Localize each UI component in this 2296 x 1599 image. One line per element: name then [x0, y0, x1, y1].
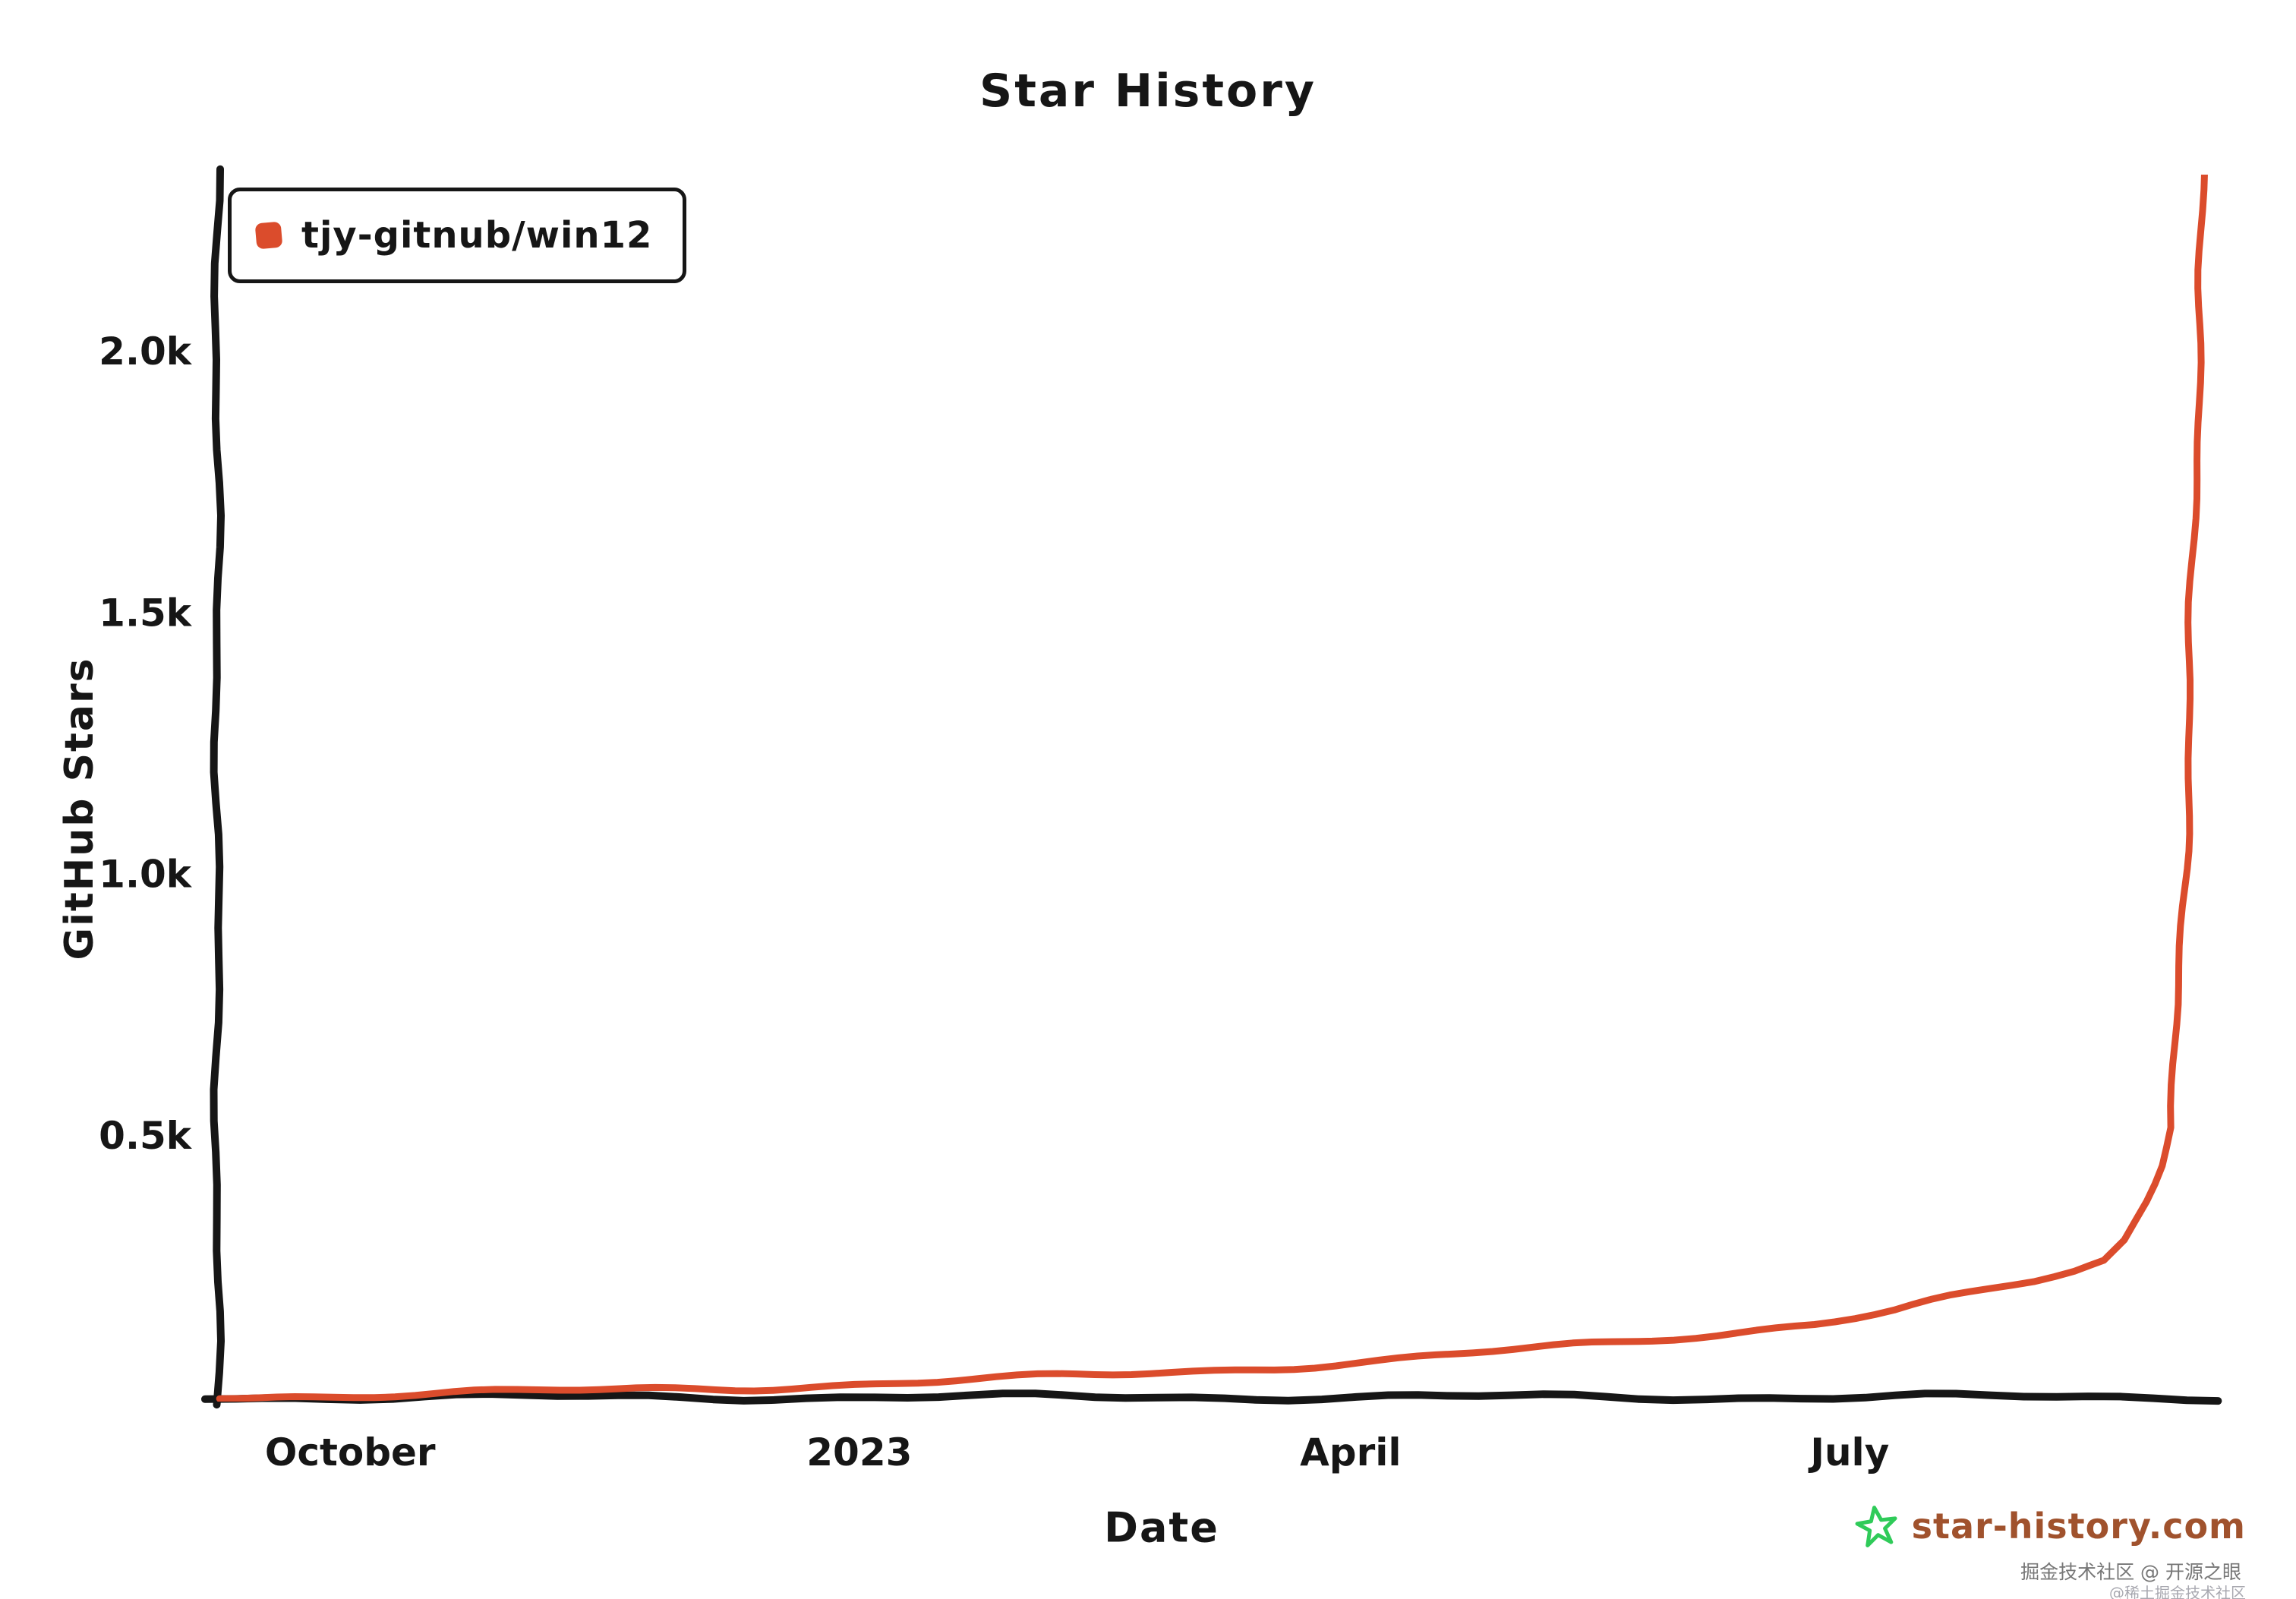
x-tick-label: April	[1300, 1430, 1401, 1474]
y-tick-label: 2.0k	[99, 330, 193, 374]
x-tick-label: July	[1808, 1430, 1889, 1474]
star-icon	[1855, 1506, 1897, 1547]
chart-title: Star History	[979, 65, 1317, 118]
x-axis-line	[201, 1389, 2222, 1405]
y-tick-labels: 0.5k 1.0k 1.5k 2.0k	[99, 330, 193, 1158]
legend-swatch	[254, 221, 283, 250]
y-tick-label: 0.5k	[99, 1114, 193, 1158]
star-history-watermark: star-history.com	[1855, 1505, 2246, 1547]
y-axis-title: GitHub Stars	[57, 657, 102, 960]
y-axis-line	[210, 165, 225, 1409]
series-line	[216, 175, 2208, 1402]
watermark-site-text: star-history.com	[1911, 1506, 2246, 1547]
x-axis-title: Date	[1104, 1503, 1219, 1552]
x-tick-label: 2023	[806, 1430, 912, 1474]
y-tick-label: 1.5k	[99, 591, 193, 635]
legend: tjy-gitnub/win12	[228, 188, 687, 283]
legend-series-label: tjy-gitnub/win12	[301, 214, 653, 257]
juejin-watermark-line1: 掘金技术社区 @ 开源之眼	[2020, 1561, 2241, 1583]
y-tick-label: 1.0k	[99, 853, 193, 897]
juejin-watermark-line2: @稀土掘金技术社区	[2109, 1584, 2246, 1599]
x-tick-label: October	[265, 1430, 436, 1474]
x-tick-labels: October 2023 April July	[265, 1430, 1889, 1474]
